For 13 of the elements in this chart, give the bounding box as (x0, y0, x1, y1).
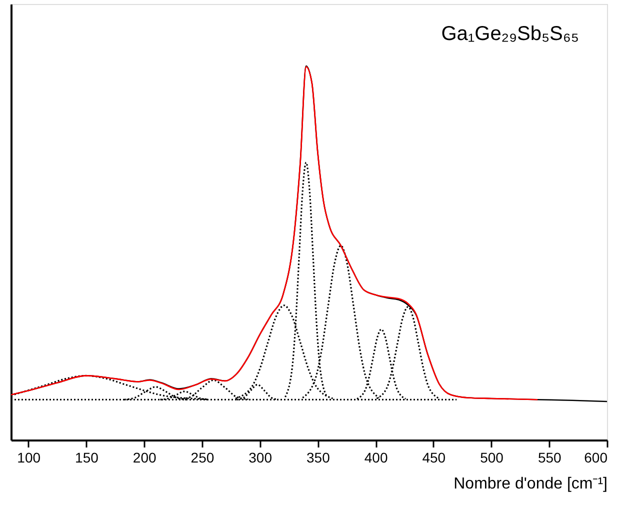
x-tick-label: 500 (480, 450, 504, 466)
x-tick-label: 100 (17, 450, 41, 466)
x-tick-label: 150 (75, 450, 99, 466)
x-tick-label: 250 (190, 450, 214, 466)
x-tick-label: 600 (584, 450, 608, 466)
x-tick-label: 200 (132, 450, 156, 466)
x-tick-label: 300 (248, 450, 272, 466)
x-tick-label: 350 (306, 450, 330, 466)
x-tick-label: 400 (364, 450, 388, 466)
chart-title: Ga₁Ge₂₉Sb₅S₆₅ (441, 23, 579, 45)
x-tick-label: 550 (538, 450, 562, 466)
x-axis-title: Nombre d'onde [cm⁻¹] (454, 476, 608, 492)
x-tick-label: 450 (422, 450, 446, 466)
